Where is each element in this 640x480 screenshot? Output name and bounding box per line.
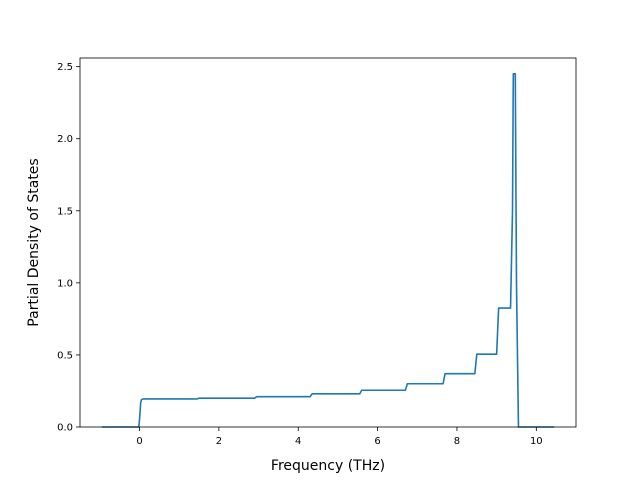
x-axis-label: Frequency (THz) — [271, 458, 385, 474]
series-layer — [101, 73, 555, 428]
y-tick-label: 0.5 — [57, 350, 73, 361]
x-tick-label: 8 — [454, 436, 460, 447]
x-tick-label: 0 — [136, 436, 142, 447]
y-axis-label: Partial Density of States — [26, 158, 42, 326]
x-tick-label: 10 — [530, 436, 543, 447]
axes-frame — [79, 57, 577, 428]
y-axis-ticks: 0.0 0.5 1.0 1.5 2.0 2.5 — [57, 62, 80, 434]
series-line-0 — [101, 73, 555, 428]
y-tick-label: 1.5 — [57, 206, 73, 217]
y-tick-label: 1.0 — [57, 278, 73, 289]
y-tick-label: 0.0 — [57, 423, 73, 434]
x-axis-ticks: 0 2 4 6 8 10 — [136, 427, 543, 447]
y-tick-label: 2.0 — [57, 134, 73, 145]
x-tick-label: 4 — [295, 436, 301, 447]
x-tick-label: 2 — [216, 436, 222, 447]
y-tick-label: 2.5 — [57, 62, 73, 73]
x-tick-label: 6 — [374, 436, 380, 447]
